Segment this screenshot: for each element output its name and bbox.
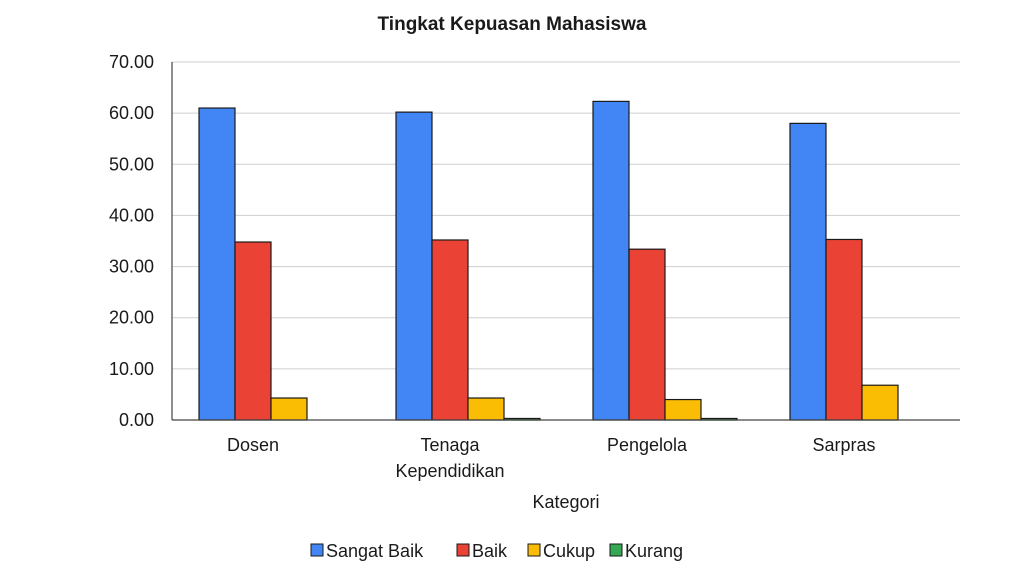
legend-label: Cukup [543,541,595,561]
y-tick-label: 20.00 [109,308,154,328]
y-tick-label: 30.00 [109,257,154,277]
x-axis-label: Kategori [532,492,599,512]
x-category-label: Sarpras [812,435,875,455]
gridlines [172,61,960,370]
bar-sangat-baik [198,107,236,421]
legend-label: Sangat Baik [326,541,424,561]
legend-swatch [310,543,324,557]
bar-baik [825,238,863,421]
x-category-label: Dosen [227,435,279,455]
y-tick-label: 0.00 [119,410,154,430]
bar-baik [234,241,272,421]
bar-sangat-baik [592,100,630,421]
y-tick-label: 10.00 [109,359,154,379]
y-tick-label: 70.00 [109,52,154,72]
bar-cukup [861,384,899,421]
x-category-label: Pengelola [607,435,688,455]
x-category-label: Tenaga Kependidikan [395,435,504,481]
legend-label: Baik [472,541,508,561]
axes [171,62,960,421]
chart-title: Tingkat Kepuasan Mahasiswa [378,14,647,35]
y-axis-ticks: 0.00 10.00 20.00 30.00 40.00 50.00 60.00 70.00 [109,52,154,430]
legend-swatch [527,543,541,557]
legend-swatch [456,543,470,557]
bar-sangat-baik [789,122,827,421]
bar-cukup [270,397,308,421]
legend-label: Kurang [625,541,683,561]
bar-baik [628,248,666,421]
legend-swatch [609,543,623,557]
y-tick-label: 60.00 [109,103,154,123]
bar-sangat-baik [395,111,433,421]
x-axis-categories: Dosen Tenaga Kependidikan Pengelola Sarpras [227,435,876,481]
legend: Sangat Baik Baik Cukup Kurang [310,541,683,561]
bar-cukup [467,397,505,421]
bar-baik [431,239,469,421]
bar-cukup [664,398,702,421]
bars [198,100,899,421]
y-tick-label: 50.00 [109,154,154,174]
y-tick-label: 40.00 [109,205,154,225]
